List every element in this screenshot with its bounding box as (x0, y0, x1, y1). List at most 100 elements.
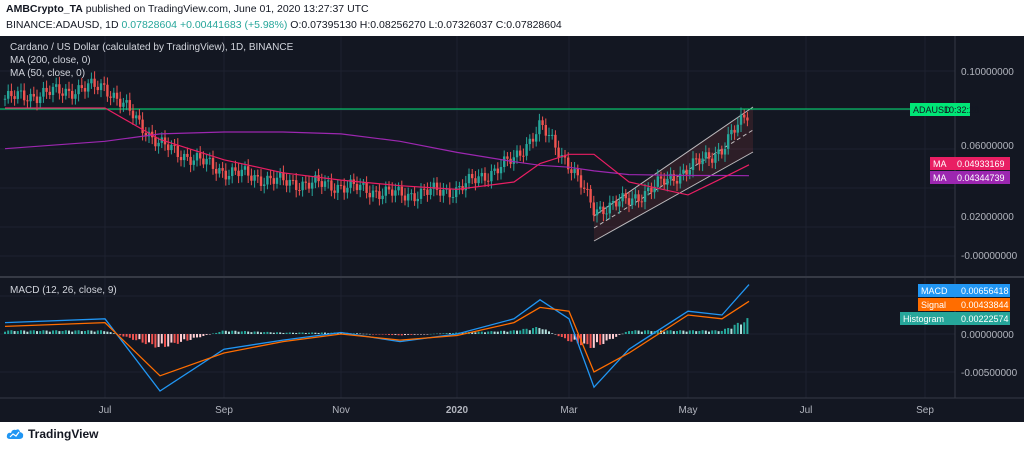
candle-body[interactable] (704, 152, 707, 159)
candle-body[interactable] (307, 182, 311, 189)
candle-body[interactable] (599, 206, 602, 210)
candle-body[interactable] (205, 158, 208, 165)
candle-body[interactable] (669, 173, 672, 179)
candle-body[interactable] (602, 206, 605, 215)
ma50-legend[interactable]: MA (50, close, 0) (10, 68, 85, 79)
candle-body[interactable] (368, 192, 371, 198)
candle-body[interactable] (480, 172, 483, 177)
candle-body[interactable] (154, 137, 157, 147)
candle-body[interactable] (739, 114, 743, 125)
candle-body[interactable] (285, 180, 288, 186)
candle-body[interactable] (199, 153, 202, 159)
candle-body[interactable] (365, 182, 368, 193)
candle-body[interactable] (458, 185, 461, 188)
candle-body[interactable] (403, 195, 407, 201)
candle-body[interactable] (672, 173, 675, 181)
candle-body[interactable] (247, 166, 250, 176)
signal-line[interactable] (4, 300, 750, 377)
candle-body[interactable] (471, 173, 474, 179)
candle-body[interactable] (176, 145, 179, 158)
candle-body[interactable] (58, 84, 61, 94)
candle-body[interactable] (375, 190, 378, 192)
candle-body[interactable] (605, 213, 608, 215)
chart-svg[interactable]: Cardano / US Dollar (calculated by Tradi… (0, 36, 1024, 422)
ma50-line[interactable] (5, 107, 750, 196)
candle-body[interactable] (192, 160, 195, 165)
candle-body[interactable] (32, 93, 35, 97)
candle-body[interactable] (323, 181, 327, 187)
candle-body[interactable] (381, 195, 384, 200)
candle-body[interactable] (61, 93, 64, 96)
candle-body[interactable] (13, 96, 16, 99)
candle-body[interactable] (71, 90, 74, 99)
candle-body[interactable] (80, 85, 83, 89)
candle-body[interactable] (400, 186, 403, 196)
candle-body[interactable] (93, 78, 96, 87)
author-name[interactable]: AMBCrypto_TA (6, 3, 83, 15)
tradingview-logo[interactable]: TradingView (6, 427, 98, 441)
candle-body[interactable] (730, 129, 733, 135)
candle-body[interactable] (272, 178, 275, 184)
candle-body[interactable] (109, 96, 112, 98)
candle-body[interactable] (426, 189, 429, 195)
candle-body[interactable] (186, 153, 189, 157)
candle-body[interactable] (595, 209, 599, 216)
candle-body[interactable] (115, 92, 119, 99)
candle-body[interactable] (90, 78, 93, 84)
candle-body[interactable] (720, 149, 723, 155)
candle-body[interactable] (493, 168, 496, 171)
candle-body[interactable] (311, 182, 314, 189)
candle-body[interactable] (147, 131, 151, 137)
ma200-legend[interactable]: MA (200, close, 0) (10, 55, 91, 66)
candle-body[interactable] (173, 144, 176, 146)
candle-body[interactable] (314, 175, 317, 183)
candle-body[interactable] (656, 176, 659, 187)
candle-body[interactable] (263, 184, 266, 186)
candle-body[interactable] (362, 182, 365, 185)
candle-body[interactable] (19, 90, 23, 92)
candle-body[interactable] (611, 201, 615, 203)
candle-body[interactable] (208, 157, 211, 159)
candle-body[interactable] (451, 197, 455, 199)
candle-body[interactable] (653, 186, 656, 193)
chart-panel[interactable]: Cardano / US Dollar (calculated by Tradi… (0, 36, 1024, 422)
candle-body[interactable] (215, 168, 218, 174)
candle-body[interactable] (74, 94, 77, 99)
candle-body[interactable] (579, 175, 583, 188)
candle-body[interactable] (685, 169, 688, 175)
candle-body[interactable] (282, 172, 285, 181)
candle-body[interactable] (512, 157, 515, 164)
candle-body[interactable] (503, 156, 506, 168)
candle-body[interactable] (650, 187, 653, 193)
candle-body[interactable] (96, 86, 99, 91)
candle-body[interactable] (487, 180, 490, 182)
candle-body[interactable] (698, 158, 701, 165)
candle-body[interactable] (695, 158, 698, 160)
candle-body[interactable] (538, 120, 541, 135)
channel-lower-line[interactable] (593, 151, 754, 242)
candle-body[interactable] (227, 175, 231, 180)
candle-body[interactable] (413, 193, 416, 202)
candle-body[interactable] (663, 178, 666, 185)
candle-body[interactable] (279, 172, 282, 178)
candle-body[interactable] (515, 150, 519, 158)
candle-body[interactable] (275, 177, 279, 184)
candle-body[interactable] (666, 178, 669, 185)
candle-body[interactable] (3, 98, 7, 100)
candle-body[interactable] (10, 90, 13, 97)
candle-body[interactable] (583, 187, 586, 189)
candle-body[interactable] (291, 179, 295, 181)
candle-body[interactable] (179, 157, 183, 161)
candle-body[interactable] (333, 190, 336, 193)
candle-body[interactable] (467, 173, 471, 184)
candle-body[interactable] (615, 201, 618, 207)
candle-body[interactable] (250, 175, 253, 181)
candle-body[interactable] (717, 149, 720, 155)
candle-body[interactable] (295, 180, 298, 190)
candle-body[interactable] (544, 125, 547, 136)
candle-body[interactable] (125, 100, 128, 103)
candle-body[interactable] (551, 134, 554, 136)
candle-body[interactable] (675, 180, 679, 184)
candle-body[interactable] (416, 198, 419, 202)
candle-body[interactable] (519, 150, 522, 156)
